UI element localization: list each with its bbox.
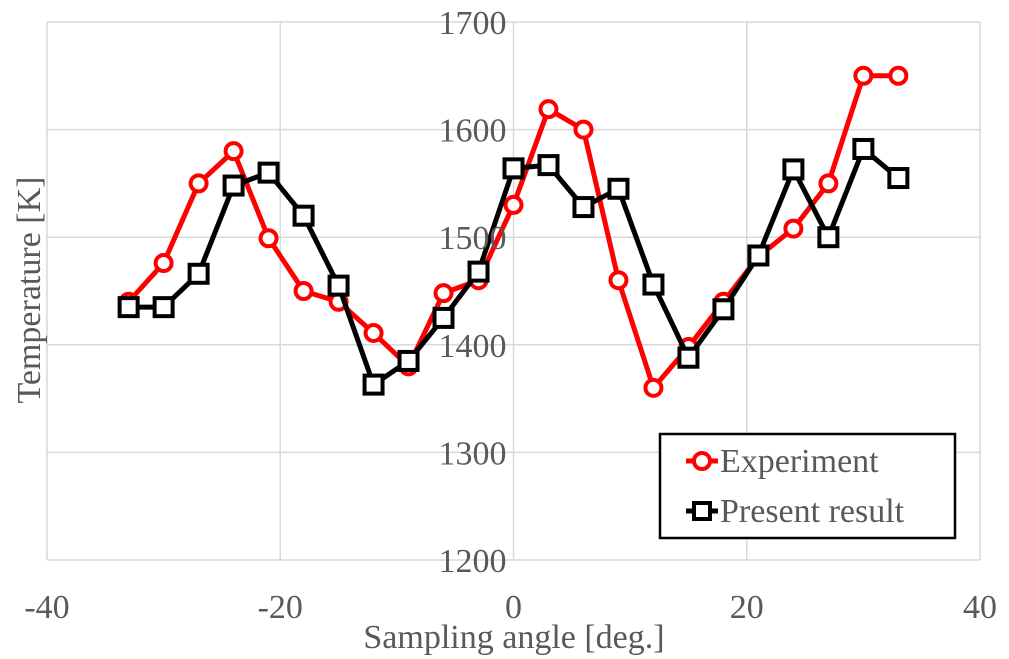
data-point-experiment <box>363 322 384 343</box>
y-axis-title: Temperature [K] <box>11 177 48 404</box>
data-point-experiment <box>643 377 664 398</box>
y-tick-label: 1300 <box>439 435 507 472</box>
y-tick-label: 1400 <box>439 328 507 365</box>
legend: Experiment Present result <box>658 432 957 540</box>
plot-series <box>117 65 910 398</box>
data-point-present-result <box>747 244 770 267</box>
data-point-present-result <box>327 274 350 297</box>
data-point-experiment <box>853 65 874 86</box>
data-point-present-result <box>397 349 420 372</box>
data-point-present-result <box>572 196 595 219</box>
data-point-present-result <box>257 161 280 184</box>
legend-marker-present-result <box>692 501 712 521</box>
x-tick-label: -20 <box>258 589 303 626</box>
data-point-present-result <box>887 167 910 190</box>
data-point-present-result <box>782 158 805 181</box>
data-point-experiment <box>538 99 559 120</box>
x-tick-label: -40 <box>24 589 69 626</box>
data-point-experiment <box>258 228 279 249</box>
tick-labels: 1200 1300 1400 1500 1600 1700 -40 -20 0 20 40 <box>24 5 997 626</box>
data-point-present-result <box>467 260 490 283</box>
y-tick-label: 1500 <box>439 220 507 257</box>
data-point-present-result <box>432 306 455 329</box>
x-tick-label: 0 <box>505 589 522 626</box>
data-point-present-result <box>712 298 735 321</box>
y-tick-label: 1200 <box>439 543 507 580</box>
legend-item-present-result: Present result <box>686 493 905 530</box>
data-point-present-result <box>817 226 840 249</box>
data-point-present-result <box>537 154 560 177</box>
data-point-present-result <box>642 273 665 296</box>
legend-label-present-result: Present result <box>720 493 905 530</box>
data-point-experiment <box>433 283 454 304</box>
data-point-present-result <box>187 262 210 285</box>
data-point-experiment <box>888 65 909 86</box>
data-point-experiment <box>783 218 804 239</box>
x-tick-label: 40 <box>963 589 997 626</box>
legend-label-experiment: Experiment <box>720 443 879 480</box>
data-point-present-result <box>117 296 140 319</box>
data-point-present-result <box>607 177 630 200</box>
data-point-experiment <box>503 194 524 215</box>
series-present-result <box>117 137 910 396</box>
data-point-experiment <box>293 281 314 301</box>
data-point-present-result <box>852 137 875 160</box>
data-point-present-result <box>152 296 175 319</box>
data-point-present-result <box>362 373 385 396</box>
data-point-experiment <box>223 141 244 162</box>
data-point-experiment <box>608 270 629 291</box>
data-point-experiment <box>573 119 594 140</box>
data-point-present-result <box>292 204 315 227</box>
x-tick-label: 20 <box>730 589 764 626</box>
legend-marker-experiment <box>692 451 712 471</box>
data-point-experiment <box>153 253 174 274</box>
y-tick-label: 1600 <box>439 113 507 150</box>
legend-item-experiment: Experiment <box>686 443 879 480</box>
data-point-experiment <box>818 173 839 194</box>
x-axis-title: Sampling angle [deg.] <box>363 619 664 656</box>
data-point-present-result <box>677 346 700 369</box>
data-point-present-result <box>222 174 245 197</box>
data-point-experiment <box>188 173 209 194</box>
data-point-present-result <box>502 157 525 180</box>
y-tick-label: 1700 <box>439 5 507 42</box>
